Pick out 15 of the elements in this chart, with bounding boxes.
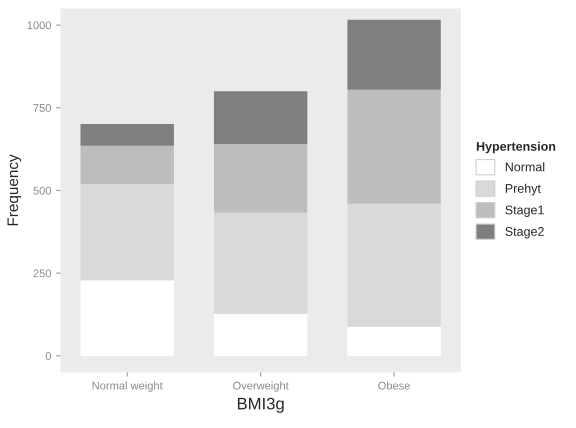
legend-label: Normal [506, 162, 544, 172]
y-tick-label: 500 [33, 186, 52, 195]
x-tick-label: Overweight [233, 381, 289, 392]
legend-label: Stage1 [505, 206, 544, 217]
y-tick-label: 250 [33, 269, 52, 278]
x-axis-title: BMI3g [238, 398, 284, 413]
x-tick-label: Normal weight [92, 381, 163, 392]
y-tick-label: 0 [46, 352, 52, 360]
legend-label: Stage2 [505, 227, 544, 238]
x-tick-label: Obese [378, 381, 410, 390]
legend-label: Prehyt [506, 184, 541, 196]
legend-title: Hypertension [476, 142, 556, 154]
y-axis-title: Frequency [8, 154, 22, 226]
y-tick-label: 1000 [28, 21, 52, 30]
y-tick-label: 750 [33, 104, 52, 112]
